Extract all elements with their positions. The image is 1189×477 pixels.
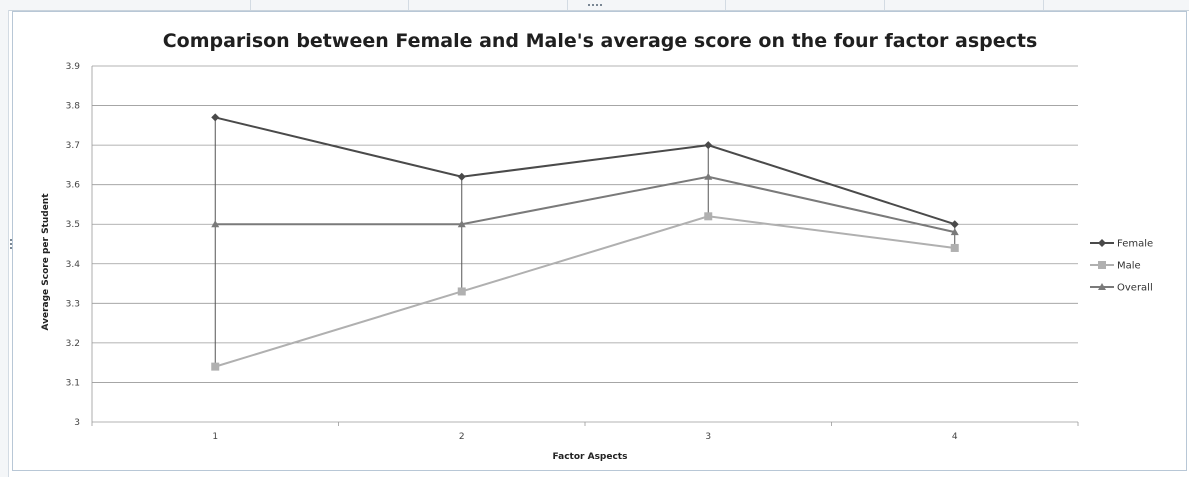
data-point-male [704,212,713,221]
chart-resize-handle-left[interactable] [8,236,13,252]
x-tick-label: 1 [212,432,218,442]
series-line-female [215,116,956,226]
y-tick-label: 3.6 [66,181,81,191]
y-tick-label: 3.1 [66,378,80,388]
legend-marker-overall [1098,283,1106,290]
data-point-overall [211,220,220,228]
column-divider [250,0,251,10]
data-point-overall [457,220,466,228]
x-tick-label: 2 [459,432,465,442]
chart-resize-handle-top[interactable] [584,1,606,8]
legend-label-overall: Overall [1117,283,1153,294]
column-divider [725,0,726,10]
y-axis-ticks: 3 3.1 3.2 3.3 3.4 3.5 3.6 3.7 3.8 3.9 [66,62,81,428]
column-divider [408,0,409,10]
y-tick-label: 3.8 [66,102,81,112]
legend[interactable]: Female Male Overall [1090,239,1153,294]
y-tick-label: 3.3 [66,299,80,309]
column-divider [567,0,568,10]
series-layer [211,113,959,371]
data-point-overall [704,172,713,180]
x-axis-label: Factor Aspects [553,452,628,462]
spreadsheet-column-header [0,0,1189,11]
data-point-female [704,141,713,150]
chart-area[interactable] [12,11,1187,471]
series-line-male [214,215,955,368]
y-tick-label: 3.9 [66,62,81,72]
column-divider [884,0,885,10]
data-point-female [457,172,466,181]
data-point-male [457,287,466,296]
data-point-male [950,243,959,252]
y-tick-label: 3.4 [66,260,81,270]
data-point-overall [950,228,959,236]
column-divider [1043,0,1044,10]
x-tick-label: 3 [705,432,711,442]
legend-label-female: Female [1117,239,1153,250]
drop-lines [214,117,956,367]
spreadsheet-row-header [0,10,9,477]
legend-marker-male [1098,261,1106,269]
data-point-female [211,113,220,122]
chart-title: Comparison between Female and Male's ave… [163,30,1038,52]
y-tick-label: 3 [74,418,80,428]
y-tick-label: 3.7 [66,141,80,151]
y-tick-label: 3.5 [66,220,80,230]
data-point-male [211,362,220,371]
legend-marker-female [1098,239,1106,247]
y-axis-label: Average Score per Student [41,193,51,331]
x-axis-ticks: 1 2 3 4 [91,422,1079,442]
y-tick-label: 3.2 [66,339,80,349]
data-point-female [950,220,959,229]
x-tick-label: 4 [952,432,958,442]
legend-label-male: Male [1117,261,1141,272]
series-line-overall [215,175,955,234]
gridlines [91,65,1078,423]
